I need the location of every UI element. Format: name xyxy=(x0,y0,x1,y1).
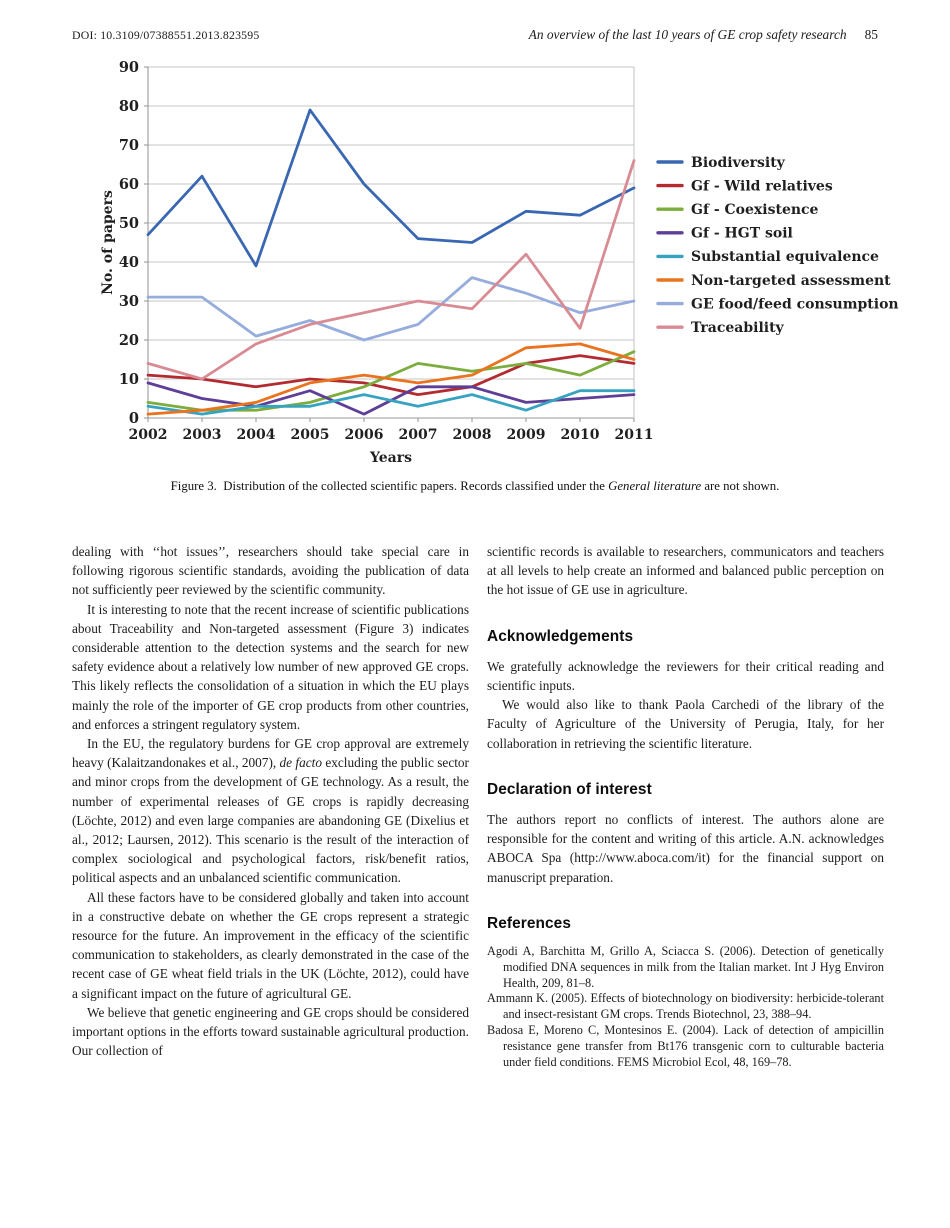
x-tick-label: 2006 xyxy=(345,427,384,443)
y-tick-label: 60 xyxy=(119,176,139,193)
legend-label: Non-targeted assessment xyxy=(691,273,891,289)
series-line-substantial-equivalence xyxy=(146,389,636,416)
x-tick-label: 2007 xyxy=(399,427,438,443)
paragraph: All these factors have to be considered … xyxy=(72,889,469,1001)
legend-label: Substantial equivalence xyxy=(691,249,879,265)
legend-label: Gf - Wild relatives xyxy=(691,178,833,194)
y-tick-label: 0 xyxy=(129,410,139,427)
paragraph: dealing with ‘‘hot issues’’, researchers… xyxy=(72,544,469,598)
paragraph: We believe that genetic engineering and … xyxy=(72,1004,469,1059)
page-header: DOI: 10.3109/07388551.2013.823595 An ove… xyxy=(72,27,878,43)
left-column: dealing with ‘‘hot issues’’, researchers… xyxy=(72,542,469,1060)
declaration-heading: Declaration of interest xyxy=(487,780,652,798)
legend-label: Traceability xyxy=(691,320,785,336)
page-number: 85 xyxy=(864,27,878,42)
y-tick-label: 50 xyxy=(119,215,139,232)
series-line-biodiversity xyxy=(146,108,636,268)
x-tick-label: 2011 xyxy=(615,427,654,443)
caption-suffix: are not shown. xyxy=(701,479,780,493)
figure3-chart: 0 10 20 30 40 50 60 70 80 90 2002 2003 2004 2005 2006 2… xyxy=(100,52,910,477)
declaration-body: The authors report no conflicts of inter… xyxy=(487,810,884,887)
x-tick-label: 2002 xyxy=(129,427,168,443)
running-head: An overview of the last 10 years of GE c… xyxy=(529,27,878,43)
legend-label: Biodiversity xyxy=(691,155,786,171)
x-tick-label: 2005 xyxy=(291,427,330,443)
x-axis-title: Years xyxy=(369,450,412,466)
doi-text: DOI: 10.3109/07388551.2013.823595 xyxy=(72,28,260,42)
paragraph: We gratefully acknowledge the reviewers … xyxy=(487,658,884,694)
paragraph: The authors report no conflicts of inter… xyxy=(487,812,884,885)
x-tick-label: 2008 xyxy=(453,427,492,443)
y-tick-label: 10 xyxy=(119,371,139,388)
series-line-ge-food-feed-consumption xyxy=(146,276,636,342)
series-line-non-targeted-assessment xyxy=(146,342,636,416)
y-tick-label: 40 xyxy=(119,254,139,271)
legend-label: Gf - HGT soil xyxy=(691,226,793,242)
x-tick-label: 2009 xyxy=(507,427,546,443)
right-lead: scientific records is available to resea… xyxy=(487,542,884,600)
legend-label: GE food/feed consumption xyxy=(691,296,899,312)
series-line-traceability xyxy=(146,159,636,381)
reference-entry: Agodi A, Barchitta M, Grillo A, Sciacca … xyxy=(487,944,884,990)
paragraph: In the EU, the regulatory burdens for GE… xyxy=(72,736,469,886)
y-axis-title: No. of papers xyxy=(100,190,116,295)
right-column: scientific records is available to resea… xyxy=(487,542,884,1070)
caption-text: Figure 3. Distribution of the collected … xyxy=(170,479,609,493)
y-tick-label: 30 xyxy=(119,293,139,310)
acknowledgements-body: We gratefully acknowledge the reviewers … xyxy=(487,657,884,753)
paragraph: We would also like to thank Paola Carche… xyxy=(487,697,884,751)
y-tick-label: 20 xyxy=(119,332,139,349)
reference-entry: Badosa E, Moreno C, Montesinos E. (2004)… xyxy=(487,1023,884,1069)
running-title: An overview of the last 10 years of GE c… xyxy=(528,27,847,42)
figure3-chart-svg: 0 10 20 30 40 50 60 70 80 90 2002 2003 2004 2005 2006 2… xyxy=(100,59,899,466)
y-tick-label: 90 xyxy=(119,59,139,76)
series-line-gf-wild-relatives xyxy=(146,354,636,397)
caption-italic: General literature xyxy=(608,479,702,493)
x-tick-label: 2010 xyxy=(561,427,600,443)
legend-label: Gf - Coexistence xyxy=(691,202,819,218)
paragraph: scientific records is available to resea… xyxy=(487,544,884,598)
references-list: Agodi A, Barchitta M, Grillo A, Sciacca … xyxy=(487,944,884,1070)
references-heading: References xyxy=(487,914,571,932)
paragraph: It is interesting to note that the recen… xyxy=(72,601,469,732)
x-tick-label: 2004 xyxy=(237,427,276,443)
y-tick-label: 70 xyxy=(119,137,139,154)
reference-entry: Ammann K. (2005). Effects of biotechnolo… xyxy=(487,991,884,1022)
y-tick-label: 80 xyxy=(119,98,139,115)
acknowledgements-heading: Acknowledgements xyxy=(487,627,634,645)
figure3-caption: Figure 3. Distribution of the collected … xyxy=(60,479,890,494)
x-tick-label: 2003 xyxy=(183,427,222,443)
